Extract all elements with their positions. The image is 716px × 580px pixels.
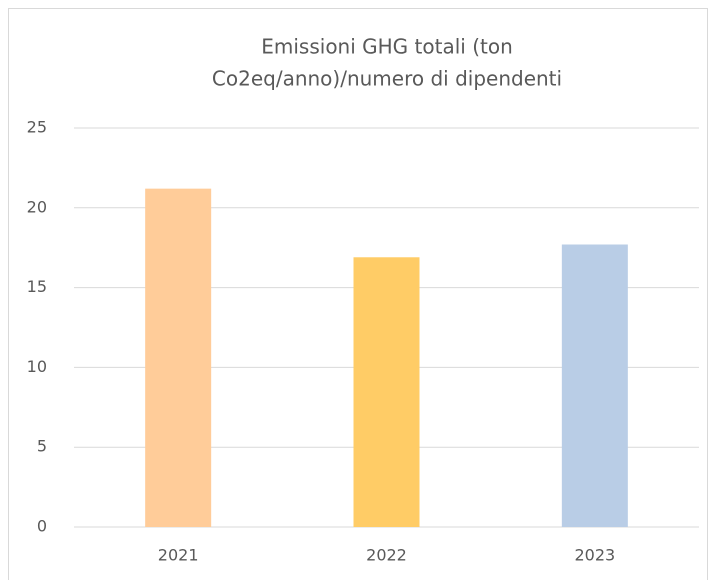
x-tick-label: 2022	[366, 546, 407, 565]
bar	[353, 257, 420, 527]
y-tick-label: 20	[27, 197, 47, 216]
y-tick-label: 15	[27, 277, 47, 296]
x-tick-label: 2023	[574, 546, 615, 565]
chart-title: Co2eq/anno)/numero di dipendenti	[212, 67, 562, 91]
bar	[561, 244, 628, 527]
x-tick-label: 2021	[158, 546, 199, 565]
y-tick-label: 25	[27, 118, 47, 137]
y-tick-label: 10	[27, 357, 47, 376]
y-tick-label: 5	[37, 437, 47, 456]
bar	[145, 188, 212, 527]
y-tick-label: 0	[37, 517, 47, 536]
chart-title: Emissioni GHG totali (ton	[261, 35, 513, 59]
